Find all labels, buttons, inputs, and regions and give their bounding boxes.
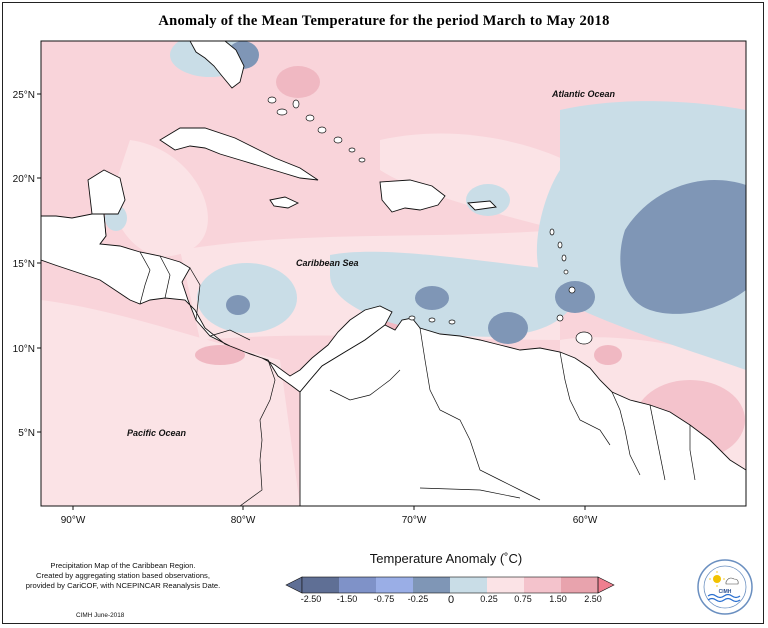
colorbar-bin [376,577,413,593]
colorbar-tick: -1.50 [337,594,358,604]
lat-tick-25: 25°N [13,90,35,101]
colorbar-min-arrow [285,576,303,594]
colorbar-bin [339,577,376,593]
colorbar-bin [450,577,487,593]
colorbar-tick: 0.75 [514,594,532,604]
colorbar-tick-labels: -2.50 -1.50 -0.75 -0.25 0 0.25 0.75 1.50… [301,594,602,606]
colorbar-tick: 0 [448,594,454,606]
lat-tick-15: 15°N [13,259,35,270]
notes-line-3: provided by CariCOF, with NCEPINCAR Rean… [25,581,221,590]
lon-tick-marks [72,506,586,510]
strong-cool-zone [488,312,528,344]
logo-label: CIMH [719,589,732,595]
colorbar-tick: 0.25 [480,594,498,604]
cimh-logo: CIMH [697,559,753,615]
lat-tick-10: 10°N [13,344,35,355]
country-borders [99,213,696,506]
strong-cool-zone [226,295,250,315]
colorbar-bin [524,577,561,593]
lat-tick-marks [37,93,41,433]
lat-tick-20: 20°N [13,174,35,185]
lon-tick-70: 70°W [402,515,427,526]
landmass [41,41,746,506]
near-zero-zone [110,140,208,257]
region-labels: Atlantic Ocean Caribbean Sea Pacific Oce… [127,89,616,438]
notes-line-2: Created by aggregating station based obs… [36,571,210,580]
colorbar-tick: -2.50 [301,594,322,604]
warm-patch [276,66,320,98]
colorbar-tick: 2.50 [584,594,602,604]
colorbar-border [301,576,599,594]
small-islands [267,96,593,345]
lon-tick-90: 90°W [61,515,86,526]
atlantic-ocean-label: Atlantic Ocean [551,89,616,99]
colorbar [285,576,615,594]
plot-border [40,40,747,507]
strong-cool-zone [620,180,746,314]
map-title: Anomaly of the Mean Temperature for the … [158,13,610,29]
lon-tick-60: 60°W [573,515,598,526]
caribbean-sea-label: Caribbean Sea [296,258,359,268]
cool-zone [197,263,297,333]
colorbar-tick: 1.50 [549,594,567,604]
warm-patch [594,345,622,365]
map-notes: Precipitation Map of the Caribbean Regio… [18,561,228,591]
cool-zone [466,184,510,216]
colorbar-tick: -0.75 [374,594,395,604]
colorbar-tick: -0.25 [408,594,429,604]
credit-text: CIMH June-2018 [76,612,125,619]
colorbar-bin [413,577,450,593]
strong-cool-zone [415,286,449,310]
lon-tick-labels: 90°W 80°W 70°W 60°W [61,515,598,526]
colorbar-max-arrow [597,576,615,594]
pacific-ocean-label: Pacific Ocean [127,428,187,438]
lat-tick-labels: 25°N 20°N 15°N 10°N 5°N [13,90,35,439]
warm-patch [195,345,245,365]
legend-title: Temperature Anomaly (˚C) [369,551,523,566]
lon-tick-80: 80°W [231,515,256,526]
lat-tick-5: 5°N [18,428,35,439]
notes-line-1: Precipitation Map of the Caribbean Regio… [50,561,196,570]
strong-cool-zone [555,281,595,313]
colorbar-bin [487,577,524,593]
colorbar-bin [561,577,598,593]
anomaly-field [41,41,746,506]
colorbar-bin [302,577,339,593]
